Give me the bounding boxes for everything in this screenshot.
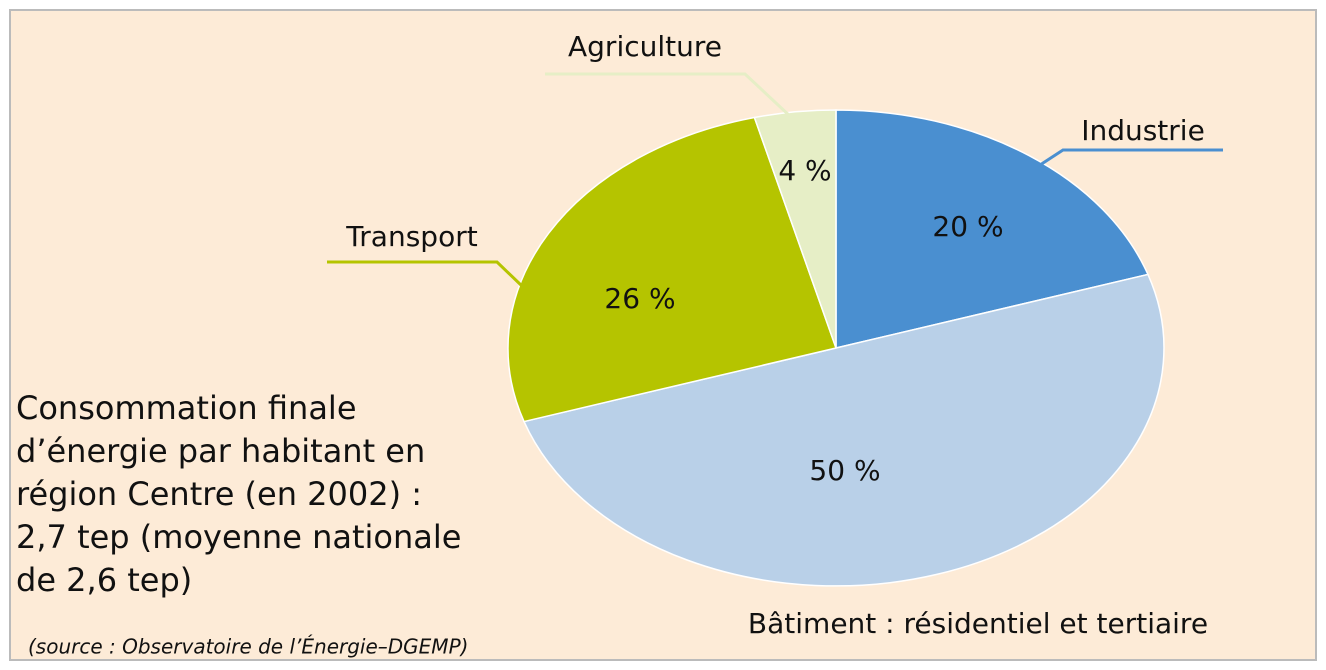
leader-line (545, 72, 794, 120)
category-label: Industrie (1081, 114, 1205, 147)
pie-slice (507, 116, 837, 423)
value-label: 20 % (932, 210, 1003, 243)
leader-line (1039, 148, 1223, 167)
annotation-line: Consommation finale (16, 389, 357, 427)
value-label: 4 % (778, 154, 831, 187)
pie-slice (835, 109, 1150, 349)
category-label: Agriculture (568, 30, 722, 63)
pie-slice (753, 109, 837, 349)
annotation-line: de 2,6 tep) (16, 561, 192, 599)
annotation-line: 2,7 tep (moyenne nationale (16, 518, 461, 556)
annotation-line: d’énergie par habitant en (16, 432, 425, 470)
category-label: Transport (345, 220, 477, 253)
value-label: 50 % (809, 454, 880, 487)
category-label: Bâtiment : résidentiel et tertiaire (748, 607, 1208, 640)
value-label: 26 % (604, 282, 675, 315)
source: (source : Observatoire de l’Énergie–DGEM… (28, 635, 468, 659)
leader-line (327, 260, 524, 288)
pie-slice (522, 273, 1165, 587)
annotation-line: région Centre (en 2002) : (16, 475, 422, 513)
